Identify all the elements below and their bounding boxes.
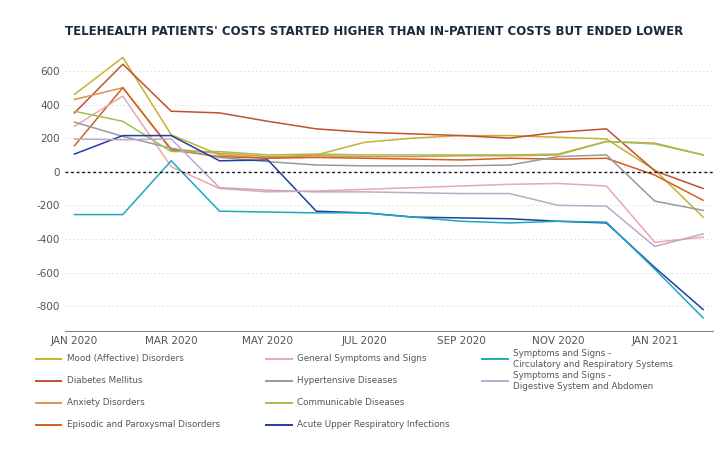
Text: Symptoms and Signs -
Circulatory and Respiratory Systems: Symptoms and Signs - Circulatory and Res… bbox=[513, 349, 673, 369]
Text: General Symptoms and Signs: General Symptoms and Signs bbox=[297, 354, 427, 363]
Text: TELEHEALTH PATIENTS' COSTS STARTED HIGHER THAN IN-PATIENT COSTS BUT ENDED LOWER: TELEHEALTH PATIENTS' COSTS STARTED HIGHE… bbox=[65, 25, 683, 37]
Text: Hypertensive Diseases: Hypertensive Diseases bbox=[297, 376, 397, 385]
Text: Diabetes Mellitus: Diabetes Mellitus bbox=[67, 376, 143, 385]
Text: Episodic and Paroxysmal Disorders: Episodic and Paroxysmal Disorders bbox=[67, 420, 220, 429]
Text: Symptoms and Signs -
Digestive System and Abdomen: Symptoms and Signs - Digestive System an… bbox=[513, 371, 654, 391]
Text: Acute Upper Respiratory Infections: Acute Upper Respiratory Infections bbox=[297, 420, 450, 429]
Text: Anxiety Disorders: Anxiety Disorders bbox=[67, 398, 145, 407]
Text: Mood (Affective) Disorders: Mood (Affective) Disorders bbox=[67, 354, 184, 363]
Text: Communicable Diseases: Communicable Diseases bbox=[297, 398, 405, 407]
